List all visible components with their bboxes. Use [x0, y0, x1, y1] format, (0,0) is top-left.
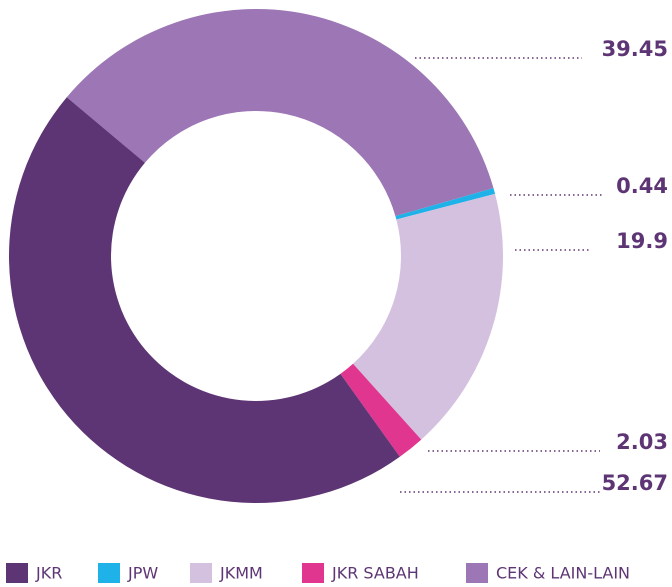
- legend-swatch: [6, 563, 28, 583]
- value-label: 19.9: [616, 229, 668, 253]
- value-label: 39.45: [602, 37, 668, 61]
- donut-slice: [353, 193, 504, 440]
- legend-label: JKMM: [219, 564, 263, 583]
- legend-swatch: [190, 563, 212, 583]
- legend-label: JKR: [35, 564, 62, 583]
- value-label: 0.44: [616, 174, 668, 198]
- donut-slice: [340, 363, 422, 457]
- value-label: 52.67: [602, 471, 668, 495]
- donut-slice: [8, 97, 400, 504]
- legend-label: CEK & LAIN-LAIN: [496, 564, 630, 583]
- legend-swatch: [98, 563, 120, 583]
- donut-slice: [66, 8, 494, 217]
- legend-label: JPW: [127, 564, 158, 583]
- legend-swatch: [302, 563, 324, 583]
- legend-label: JKR SABAH: [331, 564, 419, 583]
- value-label: 2.03: [616, 430, 668, 454]
- legend-swatch: [466, 563, 488, 583]
- donut-slice: [395, 188, 496, 220]
